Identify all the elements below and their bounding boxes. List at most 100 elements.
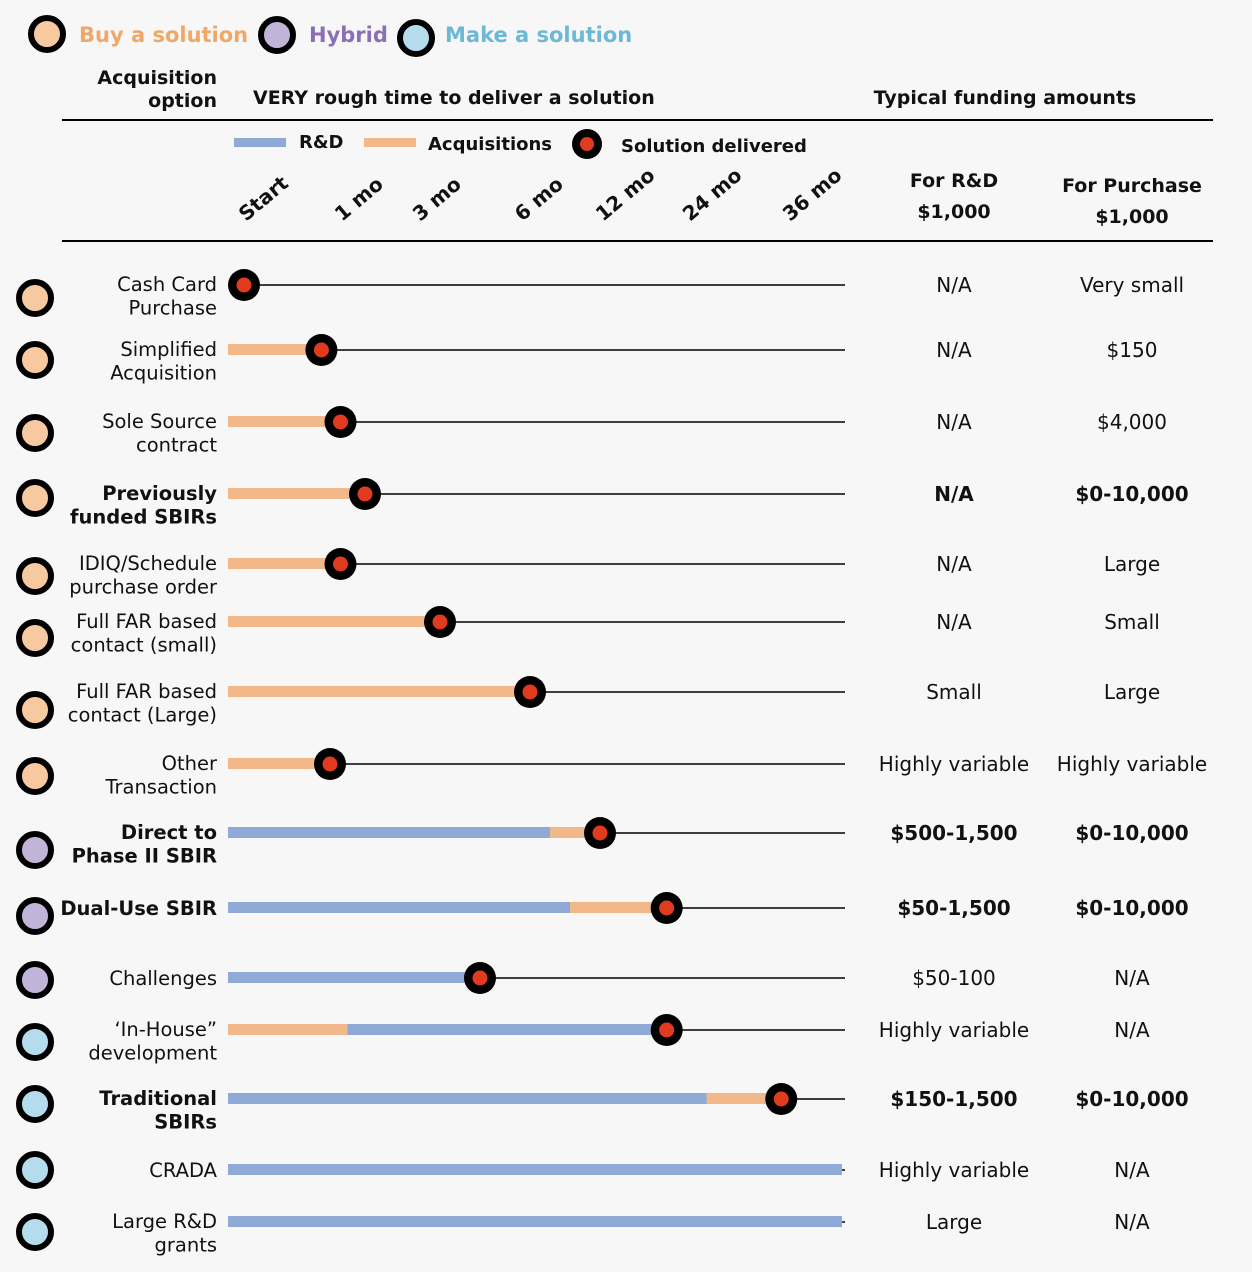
solution-delivered-dot [236, 277, 252, 293]
row-label: Previously [102, 482, 217, 505]
row-label: funded SBIRs [70, 506, 217, 529]
row-label: contract [136, 434, 217, 457]
rnd-bar-segment [228, 1164, 842, 1175]
purchase-funding-cell: Large [1104, 552, 1160, 576]
category-marker-buy [16, 619, 54, 657]
rnd-funding-cell: N/A [936, 552, 972, 576]
row-label: Large R&D [112, 1210, 217, 1233]
category-marker-buy [16, 757, 54, 795]
row-label: Challenges [109, 967, 217, 990]
rnd-funding-cell: Highly variable [879, 1018, 1029, 1042]
solution-delivered-dot [432, 614, 448, 630]
purchase-funding-cell: $0-10,000 [1075, 821, 1188, 845]
acquisition-bar-segment [228, 1024, 348, 1035]
rnd-bar-segment [228, 1216, 842, 1227]
solution-delivered-dot [773, 1091, 789, 1107]
row-label: Purchase [128, 297, 217, 320]
rnd-bar-segment [228, 972, 480, 983]
acquisition-bar-segment [228, 488, 365, 499]
legend-hybrid-label: Hybrid [309, 23, 388, 47]
x-tick-label: 6 mo [510, 172, 568, 226]
category-marker-make [16, 1023, 54, 1061]
row-label: Sole Source [102, 410, 217, 433]
purchase-funding-cell: Highly variable [1057, 752, 1207, 776]
category-marker-hybrid [16, 897, 54, 935]
rnd-funding-cell: $50-1,500 [897, 896, 1010, 920]
row-label: grants [154, 1234, 217, 1257]
row-label: Direct to [121, 821, 217, 844]
rnd-funding-cell: N/A [936, 273, 972, 297]
acquisition-bar-segment [228, 758, 337, 769]
row-label: purchase order [69, 576, 218, 599]
category-marker-buy [16, 414, 54, 452]
rnd-funding-cell: N/A [936, 610, 972, 634]
rnd-bar-segment [347, 1024, 667, 1035]
rnd-swatch-label: R&D [299, 132, 344, 153]
funding-purchase-header-line1: For Purchase [1062, 175, 1202, 197]
x-tick-labels: Start 1 mo 3 mo 6 mo 12 mo 24 mo 36 mo [234, 163, 847, 226]
funding-rnd-header-line1: For R&D [910, 170, 998, 192]
purchase-funding-cell: $0-10,000 [1075, 896, 1188, 920]
row-label: contact (Large) [68, 704, 217, 727]
x-tick-label: 12 mo [591, 163, 660, 226]
purchase-funding-cell: N/A [1114, 1018, 1150, 1042]
row-label: Acquisition [110, 362, 217, 385]
category-legend: Buy a solution Hybrid Make a solution [28, 15, 632, 57]
purchase-funding-cell: $4,000 [1097, 410, 1167, 434]
rnd-bar-segment [228, 902, 570, 913]
category-marker-hybrid [16, 961, 54, 999]
purchase-funding-cell: Small [1104, 610, 1160, 634]
row-label: Full FAR based [76, 680, 217, 703]
row-label: ‘In-House” [114, 1018, 217, 1041]
acquisition-bar-segment [228, 616, 440, 627]
x-tick-label: 36 mo [778, 163, 847, 226]
purchase-funding-cell: $0-10,000 [1075, 482, 1188, 506]
purchase-funding-cell: N/A [1114, 966, 1150, 990]
category-marker-hybrid [16, 831, 54, 869]
purchase-funding-cell: Large [1104, 680, 1160, 704]
row-label: Dual-Use SBIR [60, 897, 217, 920]
rnd-funding-cell: N/A [934, 482, 974, 506]
category-marker-make [16, 1085, 54, 1123]
row-label: SBIRs [154, 1111, 217, 1134]
row-label: CRADA [149, 1159, 217, 1182]
solution-delivered-dot [659, 900, 675, 916]
solution-delivered-dot [333, 414, 348, 430]
solution-delivered-dot [592, 825, 608, 841]
purchase-funding-cell: N/A [1114, 1158, 1150, 1182]
category-marker-make [16, 1151, 54, 1189]
rnd-funding-cell: $150-1,500 [890, 1087, 1017, 1111]
acquisition-bar-segment [228, 558, 341, 569]
legend-make-label: Make a solution [445, 23, 632, 47]
row-label: Phase II SBIR [72, 845, 217, 868]
acquisition-bar-segment [228, 344, 322, 355]
category-marker-buy [16, 279, 54, 317]
legend-buy-marker [28, 15, 66, 53]
rnd-funding-cell: Highly variable [879, 1158, 1029, 1182]
row-label: Simplified [120, 338, 217, 361]
header-time: VERY rough time to deliver a solution [253, 87, 655, 109]
delivered-swatch-label: Solution delivered [621, 136, 807, 157]
purchase-funding-cell: N/A [1114, 1210, 1150, 1234]
rnd-swatch [234, 138, 286, 147]
x-tick-label: 3 mo [408, 172, 466, 226]
legend-make-marker [397, 19, 435, 57]
purchase-funding-cell: $0-10,000 [1075, 1087, 1188, 1111]
row-label: IDIQ/Schedule [79, 552, 217, 575]
purchase-funding-cell: Very small [1080, 273, 1184, 297]
category-marker-buy [16, 341, 54, 379]
row-label: Cash Card [117, 273, 217, 296]
row-label: development [88, 1042, 217, 1065]
category-marker-make [16, 1213, 54, 1251]
category-marker-buy [16, 479, 54, 517]
solution-delivered-dot [659, 1022, 675, 1038]
